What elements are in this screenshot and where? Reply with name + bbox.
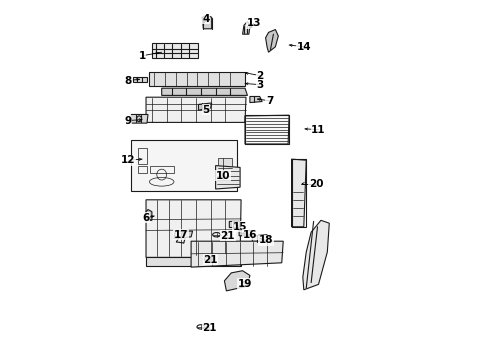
Polygon shape: [146, 210, 152, 220]
Text: 3: 3: [256, 80, 263, 90]
Polygon shape: [152, 43, 198, 58]
Polygon shape: [146, 200, 241, 257]
Bar: [150, 166, 174, 173]
Text: 4: 4: [202, 14, 210, 24]
Bar: [138, 166, 147, 173]
Bar: [138, 148, 147, 164]
Text: 13: 13: [246, 18, 261, 28]
Polygon shape: [162, 88, 247, 95]
Polygon shape: [146, 257, 241, 266]
Bar: [131, 140, 237, 191]
Polygon shape: [224, 271, 250, 291]
Polygon shape: [250, 96, 262, 103]
Polygon shape: [266, 30, 278, 52]
Polygon shape: [292, 159, 306, 227]
Text: 5: 5: [202, 105, 209, 115]
Polygon shape: [146, 97, 246, 122]
Text: 9: 9: [125, 116, 132, 126]
Polygon shape: [229, 221, 240, 228]
Polygon shape: [243, 22, 250, 34]
Text: 21: 21: [220, 231, 235, 241]
Text: 17: 17: [174, 230, 189, 240]
Text: 14: 14: [296, 42, 311, 52]
Text: 11: 11: [311, 125, 326, 135]
Polygon shape: [131, 114, 148, 123]
Bar: [245, 115, 289, 144]
Text: 10: 10: [216, 171, 230, 181]
Text: 7: 7: [266, 96, 273, 106]
Polygon shape: [174, 231, 193, 238]
Bar: [292, 159, 306, 227]
Polygon shape: [245, 115, 289, 144]
Text: 8: 8: [125, 76, 132, 86]
Polygon shape: [198, 103, 212, 110]
Text: 15: 15: [233, 222, 247, 232]
Text: 20: 20: [309, 179, 323, 189]
Polygon shape: [252, 235, 267, 243]
Polygon shape: [191, 241, 283, 267]
Bar: [218, 158, 232, 179]
Text: 21: 21: [202, 323, 217, 333]
Text: 12: 12: [121, 155, 136, 165]
Text: 21: 21: [203, 255, 218, 265]
Polygon shape: [133, 77, 147, 82]
Text: 1: 1: [139, 51, 146, 61]
Text: 18: 18: [259, 235, 273, 246]
Text: 16: 16: [243, 230, 257, 240]
Text: 19: 19: [238, 279, 252, 289]
Polygon shape: [239, 230, 252, 236]
Polygon shape: [303, 220, 329, 290]
Text: 2: 2: [256, 71, 263, 81]
Polygon shape: [202, 15, 212, 29]
Polygon shape: [149, 72, 245, 86]
Polygon shape: [216, 166, 240, 189]
Text: 6: 6: [143, 213, 149, 223]
